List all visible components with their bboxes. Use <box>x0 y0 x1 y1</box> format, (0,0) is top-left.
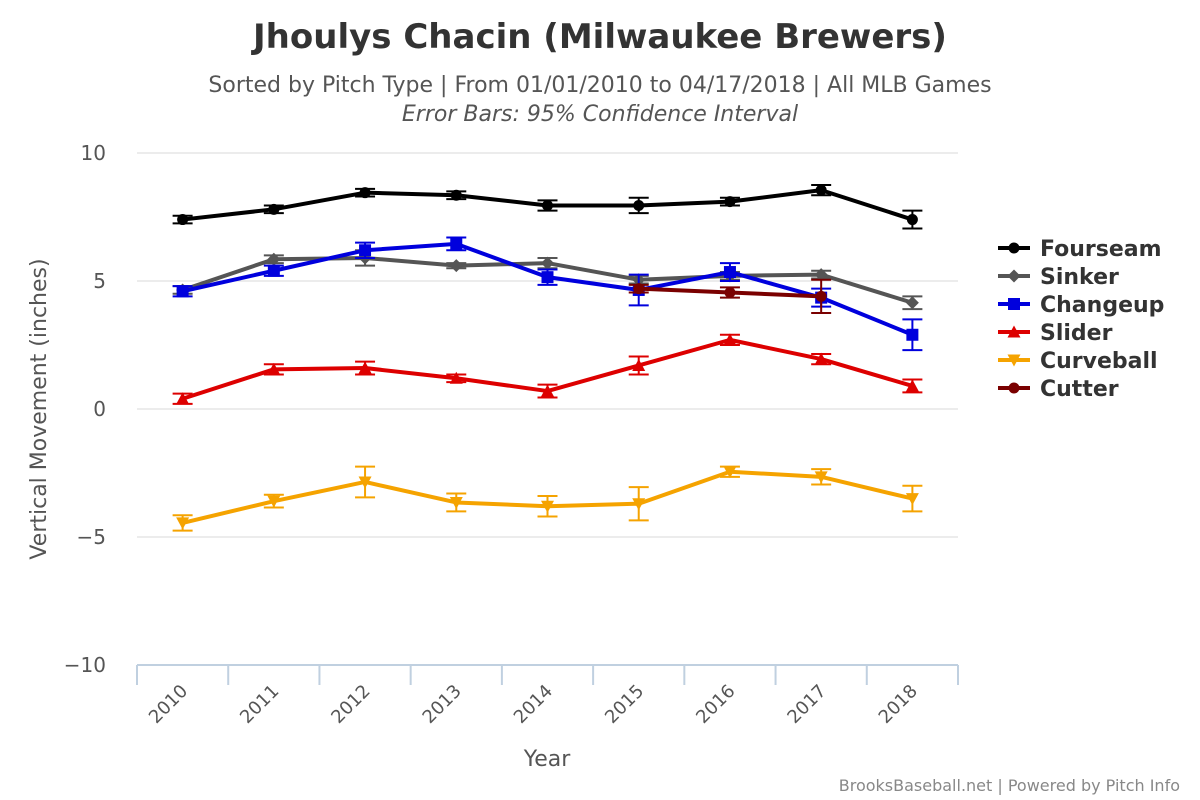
data-point <box>450 237 463 250</box>
data-point <box>632 498 646 511</box>
legend-label: Changeup <box>1040 293 1164 318</box>
data-point <box>267 252 281 266</box>
data-point <box>814 352 828 365</box>
x-tick-label: 2015 <box>601 681 648 728</box>
y-tick-label: −5 <box>77 525 106 549</box>
data-point <box>358 361 372 374</box>
data-point <box>449 371 463 384</box>
data-point <box>359 187 371 199</box>
series-slider <box>172 333 923 405</box>
data-point <box>724 196 736 208</box>
y-axis-title: Vertical Movement (inches) <box>27 258 52 559</box>
data-point <box>267 495 281 508</box>
data-point <box>814 268 828 282</box>
data-point <box>268 203 280 215</box>
series-curveball <box>172 465 923 532</box>
legend-marker <box>1008 382 1020 394</box>
data-point <box>176 285 189 298</box>
data-point <box>723 466 737 479</box>
legend-item-fourseam[interactable]: Fourseam <box>998 237 1162 262</box>
data-point <box>359 244 372 257</box>
data-point <box>177 214 189 226</box>
data-point <box>906 328 919 341</box>
x-tick-label: 2010 <box>145 681 192 728</box>
legend-item-changeup[interactable]: Changeup <box>998 293 1164 318</box>
legend-marker <box>1008 298 1020 310</box>
data-point <box>541 271 554 284</box>
x-tick-label: 2011 <box>236 681 283 728</box>
legend-label: Curveball <box>1040 349 1158 374</box>
legend-label: Slider <box>1040 321 1113 346</box>
data-point <box>906 214 918 226</box>
chart-subtitle: Sorted by Pitch Type | From 01/01/2010 t… <box>208 73 991 98</box>
y-tick-label: −10 <box>64 653 106 677</box>
legend-item-slider[interactable]: Slider <box>998 321 1113 346</box>
series-fourseam <box>172 184 923 230</box>
legend-item-curveball[interactable]: Curveball <box>998 349 1158 374</box>
x-tick-label: 2013 <box>419 681 466 728</box>
data-point <box>633 199 645 211</box>
y-tick-label: 5 <box>93 269 106 293</box>
data-point <box>724 287 736 299</box>
credits[interactable]: BrooksBaseball.net | Powered by Pitch In… <box>839 776 1180 795</box>
series-cutter <box>628 278 832 314</box>
data-point <box>815 184 827 196</box>
legend-marker <box>1007 354 1021 367</box>
data-point <box>815 290 827 302</box>
data-point <box>633 283 645 295</box>
legend-label: Fourseam <box>1040 237 1162 262</box>
legend-label: Sinker <box>1040 265 1119 290</box>
data-point <box>541 256 554 270</box>
series-layer <box>172 184 923 532</box>
legend-marker <box>1008 242 1020 254</box>
data-point <box>905 296 919 310</box>
x-axis-title: Year <box>523 747 572 772</box>
data-point <box>267 362 281 375</box>
chart-subtitle-error-bars: Error Bars: 95% Confidence Interval <box>402 102 798 127</box>
chart-title: Jhoulys Chacin (Milwaukee Brewers) <box>251 17 947 57</box>
data-point <box>723 266 736 279</box>
y-axis: 10 5 0 −5 −10 <box>64 141 106 677</box>
data-point <box>905 493 919 506</box>
data-point <box>449 496 463 509</box>
x-tick-label: 2016 <box>692 681 739 728</box>
y-tick-label: 10 <box>81 141 106 165</box>
legend-marker <box>1007 325 1021 338</box>
legend-item-cutter[interactable]: Cutter <box>998 377 1119 402</box>
data-point <box>267 264 280 277</box>
data-point <box>450 189 462 201</box>
legend-item-sinker[interactable]: Sinker <box>998 265 1119 290</box>
x-tick-label: 2017 <box>783 681 830 728</box>
series-changeup <box>172 236 923 352</box>
data-point <box>723 333 737 346</box>
data-point <box>176 392 190 405</box>
data-point <box>542 199 553 211</box>
data-point <box>632 358 646 371</box>
y-tick-label: 0 <box>93 397 106 421</box>
data-point <box>358 476 372 489</box>
x-tick-label: 2012 <box>327 681 374 728</box>
x-tick-label: 2014 <box>510 681 557 728</box>
legend-label: Cutter <box>1040 377 1119 402</box>
x-axis: 2010 2011 2012 2013 2014 2015 2016 2017 2018 <box>136 664 959 728</box>
legend-marker <box>1007 269 1021 283</box>
x-tick-label: 2018 <box>875 681 922 728</box>
data-point <box>541 500 554 513</box>
data-point <box>449 259 463 273</box>
data-point <box>176 517 190 530</box>
legend: Fourseam Sinker Changeup Slider Curveball Cut… <box>998 237 1164 402</box>
data-point <box>541 384 554 397</box>
data-point <box>814 471 828 484</box>
data-point <box>905 379 919 392</box>
